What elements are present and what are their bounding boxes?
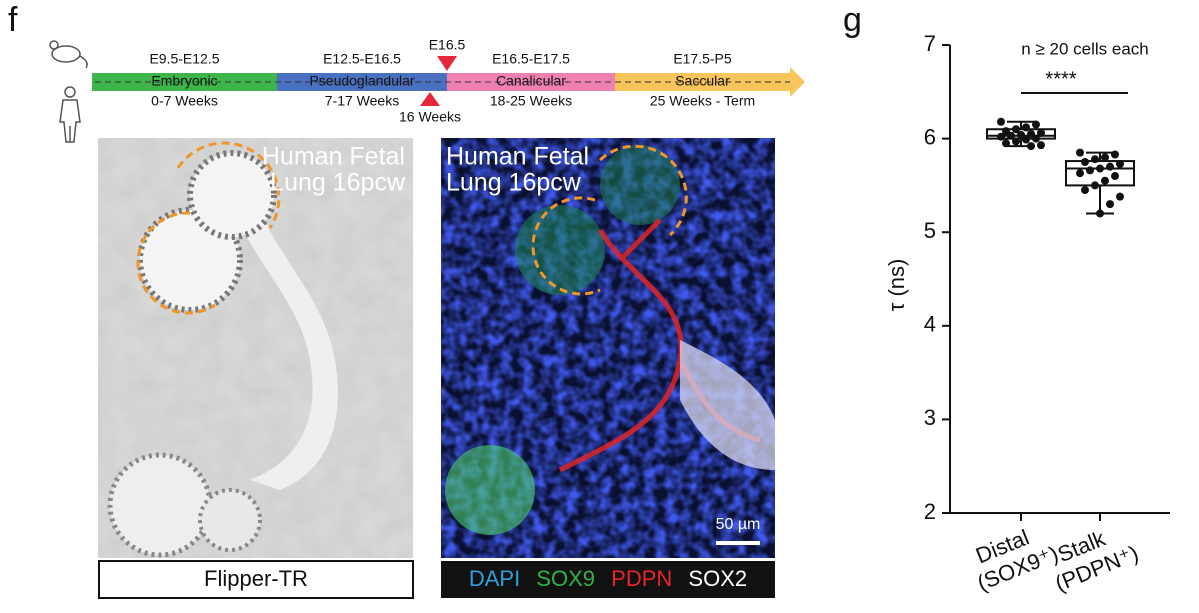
panel-label: f — [8, 1, 18, 39]
phase-name: Pseudoglandular — [309, 73, 414, 89]
point — [1012, 125, 1020, 134]
caption-box — [98, 560, 414, 599]
y-tick-label: 6 — [924, 124, 936, 149]
point — [1101, 153, 1109, 162]
point — [1096, 209, 1104, 218]
human-marker-label: 16 Weeks — [399, 109, 461, 125]
y-tick-label: 4 — [924, 312, 936, 337]
caption-channel: PDPN — [611, 566, 672, 591]
overlay-text: Human Fetal — [446, 143, 589, 171]
caption-channel: DAPI — [469, 566, 520, 591]
outline — [531, 144, 688, 296]
point — [997, 132, 1005, 141]
point — [1032, 134, 1040, 143]
point — [1007, 131, 1015, 140]
phase-name: Canalicular — [496, 73, 566, 89]
flipper-image — [98, 138, 413, 558]
phase-weeks: 18-25 Weeks — [490, 93, 572, 109]
point — [997, 117, 1005, 126]
phase-range: E12.5-E16.5 — [323, 51, 401, 67]
y-tick-label: 5 — [924, 218, 936, 243]
point — [1032, 120, 1040, 129]
timeline-phase — [277, 73, 447, 91]
point — [1081, 158, 1089, 166]
phase-range: E17.5-P5 — [673, 51, 732, 67]
timeline: E9.5-E12.5 Embryonic 0-7 Weeks E12.5-E16.5 P… — [92, 51, 790, 109]
significance: **** — [1045, 68, 1076, 90]
point — [1022, 135, 1030, 144]
point — [1111, 150, 1119, 159]
caption-channel: SOX2 — [688, 566, 747, 591]
point — [1022, 123, 1030, 132]
y-axis-title: τ (ns) — [884, 259, 909, 312]
phase-name: Embryonic — [151, 73, 217, 89]
point — [1096, 164, 1104, 173]
y-tick-label: 7 — [924, 31, 936, 56]
point — [1101, 176, 1109, 185]
caption-box — [441, 561, 775, 598]
phase-weeks: 25 Weeks - Term — [650, 93, 755, 109]
caption: DAPI SOX9 PDPN SOX2 — [469, 566, 747, 591]
caption-channel: SOX9 — [536, 566, 595, 591]
fluorescence-image — [441, 138, 775, 558]
mouse-icon — [49, 40, 88, 69]
point — [1002, 139, 1010, 148]
phase-range: E16.5-E17.5 — [492, 51, 570, 67]
scale-bar-label: 50 µm — [716, 516, 761, 533]
point — [1037, 141, 1045, 150]
point — [1106, 162, 1114, 171]
mouse-marker-label: E16.5 — [429, 37, 466, 53]
human-icon — [59, 86, 81, 143]
overlay-text: Human Fetal — [262, 143, 405, 171]
point — [1091, 181, 1099, 190]
timeline-phase — [92, 73, 277, 91]
overlay-text: Lung 16pcw — [270, 169, 406, 197]
phase-weeks: 7-17 Weeks — [325, 93, 399, 109]
point — [1017, 130, 1025, 139]
point — [1116, 159, 1124, 168]
point — [1076, 148, 1084, 157]
timeline-phase — [615, 73, 790, 91]
point — [1081, 186, 1089, 195]
point — [1012, 137, 1020, 146]
point — [1037, 128, 1045, 137]
phase-range: E9.5-E12.5 — [149, 51, 219, 67]
point — [1002, 127, 1010, 136]
point — [1076, 169, 1084, 178]
annotation: n ≥ 20 cells each — [1021, 39, 1148, 58]
y-tick-label: 3 — [924, 405, 936, 430]
mouse-marker — [437, 56, 457, 71]
panel-label: g — [843, 1, 862, 39]
overlay-text: Lung 16pcw — [446, 169, 582, 197]
point — [1027, 142, 1035, 151]
human-marker — [420, 92, 440, 106]
y-tick-label: 2 — [924, 499, 936, 524]
caption: Flipper-TR — [204, 566, 308, 591]
point — [1086, 166, 1094, 175]
point — [1111, 172, 1119, 181]
point — [1091, 155, 1099, 164]
point — [1106, 200, 1114, 209]
timeline-arrow — [790, 67, 805, 97]
point — [1027, 129, 1035, 138]
outline — [136, 141, 281, 315]
phase-name: Saccular — [675, 73, 730, 89]
point — [1116, 192, 1124, 201]
phase-weeks: 0-7 Weeks — [151, 93, 218, 109]
